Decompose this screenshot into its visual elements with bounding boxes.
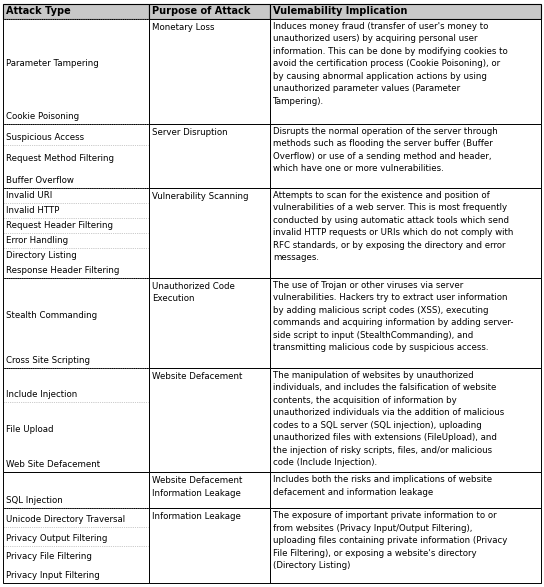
- Bar: [3, 367, 150, 473]
- Bar: [3, 124, 150, 188]
- Bar: [150, 124, 270, 188]
- Text: Privacy Output Filtering: Privacy Output Filtering: [6, 534, 107, 542]
- Text: Includes both the risks and implications of website
defacement and information l: Includes both the risks and implications…: [273, 475, 492, 497]
- Text: Buffer Overflow: Buffer Overflow: [6, 176, 74, 185]
- Text: Response Header Filtering: Response Header Filtering: [6, 265, 119, 275]
- Text: Include Injection: Include Injection: [6, 390, 77, 400]
- Text: Purpose of Attack: Purpose of Attack: [152, 6, 251, 16]
- Bar: [150, 473, 270, 508]
- Text: Suspicious Access: Suspicious Access: [6, 133, 84, 142]
- Text: Induces money fraud (transfer of user's money to
unauthorized users) by acquirin: Induces money fraud (transfer of user's …: [273, 22, 508, 106]
- Bar: [3, 4, 150, 19]
- Bar: [3, 188, 150, 278]
- Bar: [270, 278, 541, 367]
- Bar: [3, 508, 150, 583]
- Text: SQL Injection: SQL Injection: [6, 496, 63, 505]
- Bar: [150, 188, 270, 278]
- Bar: [150, 278, 270, 367]
- Bar: [150, 4, 270, 19]
- Bar: [150, 367, 270, 473]
- Text: The use of Trojan or other viruses via server
vulnerabilities. Hackers try to ex: The use of Trojan or other viruses via s…: [273, 281, 514, 352]
- Text: Web Site Defacement: Web Site Defacement: [6, 460, 100, 470]
- Text: File Upload: File Upload: [6, 426, 53, 434]
- Bar: [270, 19, 541, 124]
- Bar: [270, 4, 541, 19]
- Bar: [270, 188, 541, 278]
- Bar: [3, 278, 150, 367]
- Text: The manipulation of websites by unauthorized
individuals, and includes the falsi: The manipulation of websites by unauthor…: [273, 370, 504, 467]
- Text: Privacy File Filtering: Privacy File Filtering: [6, 552, 92, 561]
- Text: Monetary Loss: Monetary Loss: [152, 23, 215, 32]
- Bar: [270, 367, 541, 473]
- Bar: [150, 19, 270, 124]
- Text: Error Handling: Error Handling: [6, 235, 68, 245]
- Text: Privacy Input Filtering: Privacy Input Filtering: [6, 571, 100, 580]
- Text: Cookie Poisoning: Cookie Poisoning: [6, 112, 79, 121]
- Text: Disrupts the normal operation of the server through
methods such as flooding the: Disrupts the normal operation of the ser…: [273, 127, 498, 173]
- Text: Parameter Tampering: Parameter Tampering: [6, 59, 99, 69]
- Text: Unicode Directory Traversal: Unicode Directory Traversal: [6, 515, 125, 524]
- Text: Cross Site Scripting: Cross Site Scripting: [6, 356, 90, 365]
- Text: Information Leakage: Information Leakage: [152, 512, 241, 521]
- Text: Website Defacement: Website Defacement: [152, 372, 243, 380]
- Bar: [150, 508, 270, 583]
- Text: Attack Type: Attack Type: [6, 6, 71, 16]
- Text: Directory Listing: Directory Listing: [6, 251, 77, 259]
- Bar: [270, 473, 541, 508]
- Text: Vulnerability Scanning: Vulnerability Scanning: [152, 191, 249, 201]
- Text: Invalid HTTP: Invalid HTTP: [6, 205, 59, 215]
- Text: Vulemability Implication: Vulemability Implication: [273, 6, 407, 16]
- Bar: [3, 473, 150, 508]
- Text: Invalid URI: Invalid URI: [6, 191, 52, 200]
- Text: Unauthorized Code
Execution: Unauthorized Code Execution: [152, 282, 235, 303]
- Text: Request Header Filtering: Request Header Filtering: [6, 221, 113, 230]
- Bar: [3, 19, 150, 124]
- Text: Server Disruption: Server Disruption: [152, 128, 228, 137]
- Text: Stealth Commanding: Stealth Commanding: [6, 311, 97, 319]
- Bar: [270, 508, 541, 583]
- Text: The exposure of important private information to or
from websites (Privacy Input: The exposure of important private inform…: [273, 511, 508, 570]
- Bar: [270, 124, 541, 188]
- Text: Request Method Filtering: Request Method Filtering: [6, 154, 114, 163]
- Text: Website Defacement
Information Leakage: Website Defacement Information Leakage: [152, 477, 243, 498]
- Text: Attempts to scan for the existence and position of
vulnerabilities of a web serv: Attempts to scan for the existence and p…: [273, 191, 514, 262]
